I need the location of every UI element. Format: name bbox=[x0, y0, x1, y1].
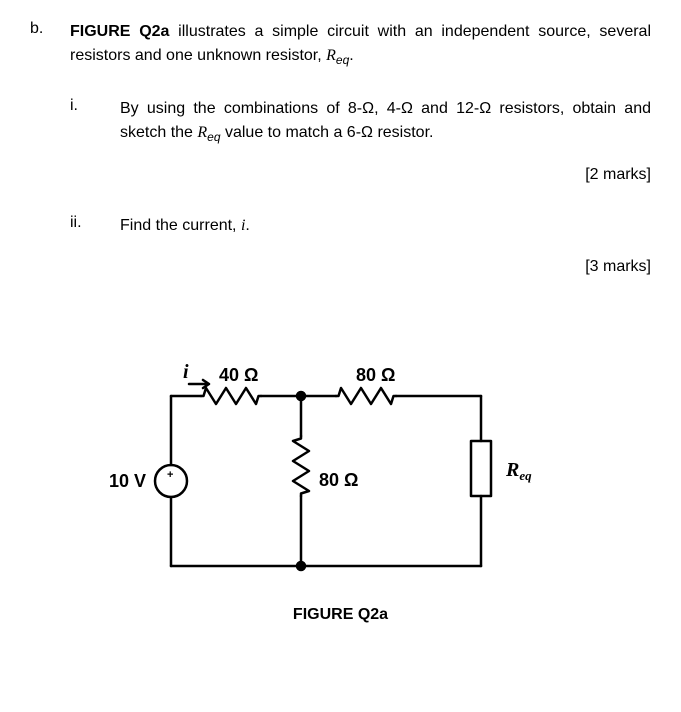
svg-text:i: i bbox=[183, 361, 189, 383]
item-ii-text: Find the current, bbox=[120, 217, 241, 234]
item-ii-text2: . bbox=[245, 217, 249, 234]
svg-text:+: + bbox=[167, 469, 173, 481]
svg-text:80 Ω: 80 Ω bbox=[319, 470, 358, 490]
intro-var: R bbox=[326, 47, 336, 64]
item-i-var: R bbox=[197, 124, 207, 141]
intro-text: FIGURE Q2a illustrates a simple circuit … bbox=[70, 20, 651, 69]
svg-text:40 Ω: 40 Ω bbox=[219, 365, 258, 385]
svg-text:Req: Req bbox=[505, 459, 532, 483]
item-i-var-sub: eq bbox=[207, 130, 220, 144]
question-label: b. bbox=[30, 20, 70, 38]
item-ii-content: Find the current, i. bbox=[120, 214, 651, 238]
svg-text:10 V: 10 V bbox=[109, 471, 146, 491]
item-ii-marks: [3 marks] bbox=[70, 258, 651, 276]
item-i-marks: [2 marks] bbox=[70, 166, 651, 184]
intro-bold: FIGURE Q2a bbox=[70, 23, 169, 40]
item-i-text2: value to match a 6-Ω resistor. bbox=[221, 124, 434, 141]
figure-caption: FIGURE Q2a bbox=[30, 606, 651, 624]
item-i-content: By using the combinations of 8-Ω, 4-Ω an… bbox=[120, 97, 651, 146]
item-ii-label: ii. bbox=[70, 214, 120, 232]
figure-wrap: + i 40 Ω 80 Ω 80 Ω Req 10 V FIGURE Q2a bbox=[30, 336, 651, 624]
intro-var-sub: eq bbox=[336, 53, 349, 67]
intro-period: . bbox=[349, 47, 353, 64]
svg-text:80 Ω: 80 Ω bbox=[356, 365, 395, 385]
circuit-diagram: + i 40 Ω 80 Ω 80 Ω Req 10 V bbox=[101, 336, 581, 596]
item-i-label: i. bbox=[70, 97, 120, 115]
